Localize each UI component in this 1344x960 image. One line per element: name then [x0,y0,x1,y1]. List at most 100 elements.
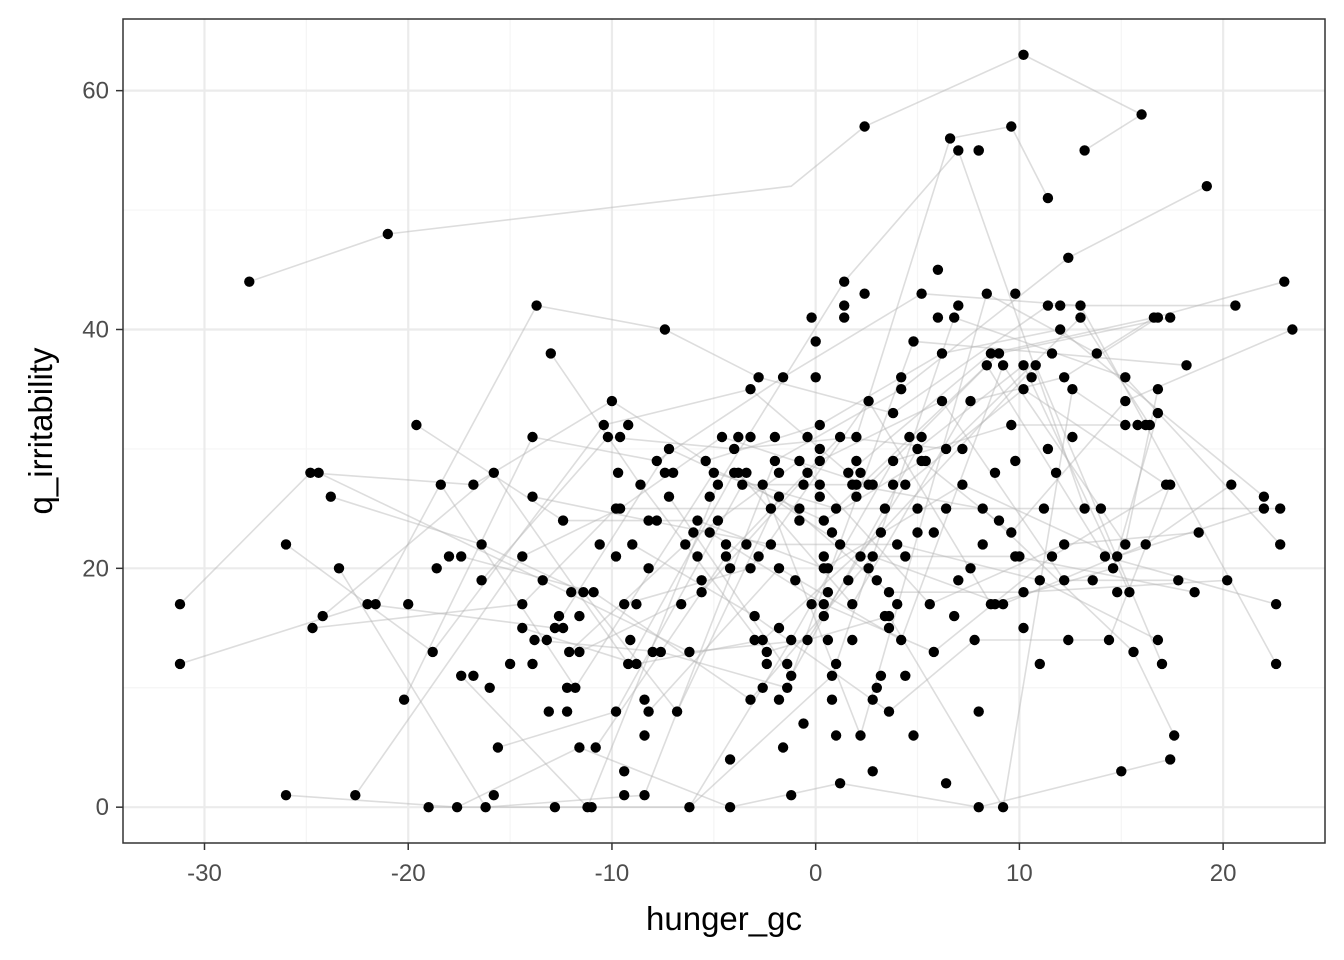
data-point [745,563,756,574]
data-point [859,121,870,132]
data-point [586,802,597,813]
data-point [1006,121,1017,132]
data-point [871,575,882,586]
data-point [900,670,911,681]
data-point [488,467,499,478]
data-point [977,503,988,514]
data-point [965,563,976,574]
data-point [1112,551,1123,562]
data-point [932,312,944,323]
data-point [1287,324,1298,335]
data-point [965,395,976,407]
data-point [362,599,373,610]
data-point [830,658,842,670]
y-axis: 0 20 40 60 [82,78,123,821]
data-point [814,479,825,490]
data-point [887,407,899,419]
data-point [403,599,414,610]
data-point [769,455,781,467]
data-point [875,527,887,538]
data-point [814,419,825,431]
data-point [1042,192,1054,204]
data-point [908,336,919,347]
data-point [517,551,528,562]
data-point [867,766,878,777]
data-point [1059,372,1070,383]
data-point [847,599,858,610]
data-point [1050,467,1062,478]
data-point [427,646,438,658]
data-point [543,706,554,717]
data-point [435,479,446,490]
data-point [749,610,760,622]
data-point [867,551,878,562]
data-point [1010,455,1021,467]
data-point [659,324,671,335]
data-point [745,431,756,443]
data-point [892,539,903,550]
data-point [594,539,605,550]
x-tick-label: -20 [391,860,426,887]
data-point [578,587,589,598]
data-point [761,646,772,658]
data-point [667,467,679,478]
data-point [1018,622,1029,634]
data-point [517,599,528,610]
data-point [1258,491,1270,502]
data-point [769,431,781,443]
data-point [814,491,825,502]
data-point [712,479,724,490]
data-point [1063,634,1074,646]
data-point [651,455,662,467]
data-point [625,634,636,646]
data-point [957,479,968,490]
data-point [333,563,345,574]
data-point [663,443,675,455]
data-point [932,264,944,275]
data-point [928,646,939,658]
data-point [684,646,695,658]
data-point [879,503,891,514]
data-point [305,467,316,478]
data-point [973,802,984,813]
data-point [1132,419,1143,431]
data-point [1128,646,1139,658]
data-point [545,348,556,359]
data-point [1079,145,1090,156]
data-point [802,431,813,443]
data-point [794,455,805,467]
data-point [765,539,777,550]
data-point [1018,384,1029,395]
data-point [826,694,838,705]
data-point [741,467,752,478]
data-point [757,682,768,693]
data-point [818,610,829,622]
data-point [671,706,683,717]
data-point [411,419,422,431]
data-point [468,479,479,490]
data-point [887,479,899,490]
data-point [1034,575,1046,586]
data-point [549,622,561,634]
data-point [1165,312,1176,323]
data-point [627,539,638,550]
data-point [561,682,573,693]
data-point [1075,312,1086,323]
data-point [574,742,585,753]
data-point [896,384,907,395]
data-point [1181,360,1192,371]
data-point [1120,419,1131,431]
data-point [912,527,923,538]
data-point [867,694,878,705]
data-point [953,575,964,586]
data-point [830,503,842,514]
data-point [488,790,499,801]
data-point [834,778,846,789]
data-point [997,360,1009,371]
data-point [1152,407,1164,419]
data-point [883,587,895,598]
data-point [1201,181,1213,192]
data-point [855,730,866,741]
data-point [733,467,744,478]
data-point [798,479,809,490]
